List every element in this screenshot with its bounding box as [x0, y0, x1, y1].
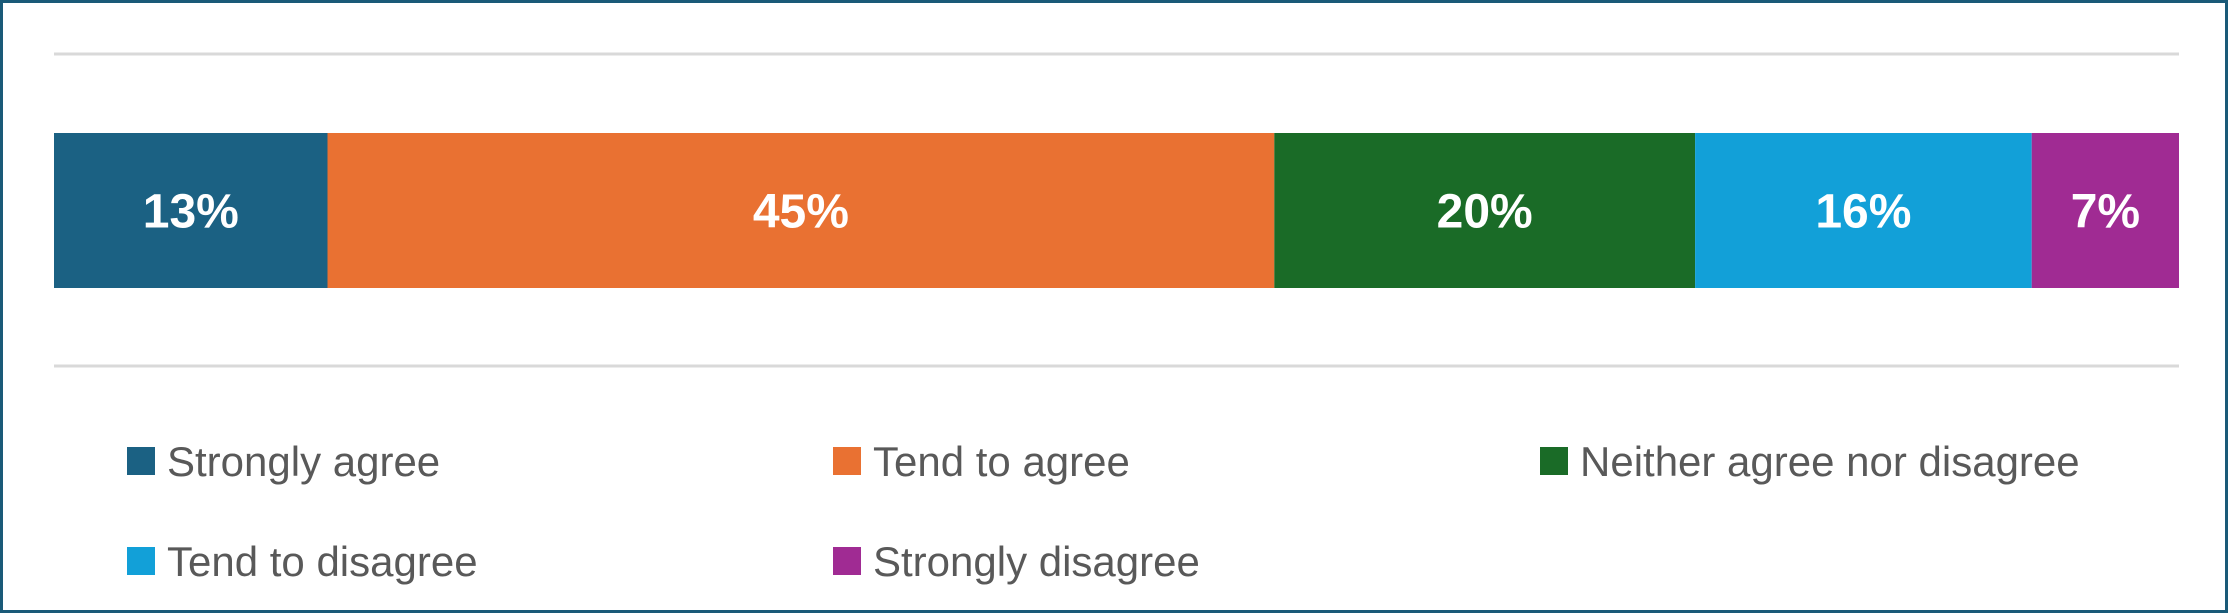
data-label-strongly-disagree: 7%	[2071, 186, 2140, 239]
data-label-tend-to-disagree: 16%	[1815, 186, 1911, 239]
bar-segment-tend-to-agree	[327, 133, 1275, 288]
data-label-strongly-agree: 13%	[143, 186, 239, 239]
legend-swatch-strongly-disagree	[833, 547, 861, 575]
legend-swatch-tend-to-disagree	[127, 547, 155, 575]
legend-label-strongly-agree: Strongly agree	[167, 438, 440, 485]
data-label-neither-agree-nor-disagree: 20%	[1437, 186, 1533, 239]
legend-label-tend-to-agree: Tend to agree	[873, 438, 1130, 485]
legend-swatch-tend-to-agree	[833, 447, 861, 475]
bar-segment-neither-agree-nor-disagree	[1274, 133, 1696, 288]
stacked-bar-chart: 13% 45% 20% 16% 7% Strongly agree Tend to agr…	[54, 52, 2179, 585]
bar-segments: 13% 45% 20% 16% 7%	[54, 133, 2179, 288]
bar-segment-tend-to-disagree	[1695, 133, 2032, 288]
legend-label-tend-to-disagree: Tend to disagree	[167, 538, 478, 585]
bar-segment-strongly-disagree	[2031, 133, 2179, 288]
legend-label-neither-agree-nor-disagree: Neither agree nor disagree	[1580, 438, 2080, 485]
legend-swatch-neither-agree-nor-disagree	[1540, 447, 1568, 475]
data-label-tend-to-agree: 45%	[753, 186, 849, 239]
legend: Strongly agree Tend to agree Neither agree…	[127, 438, 2080, 585]
legend-swatch-strongly-agree	[127, 447, 155, 475]
bar-segment-strongly-agree	[54, 133, 328, 288]
legend-label-strongly-disagree: Strongly disagree	[873, 538, 1200, 585]
